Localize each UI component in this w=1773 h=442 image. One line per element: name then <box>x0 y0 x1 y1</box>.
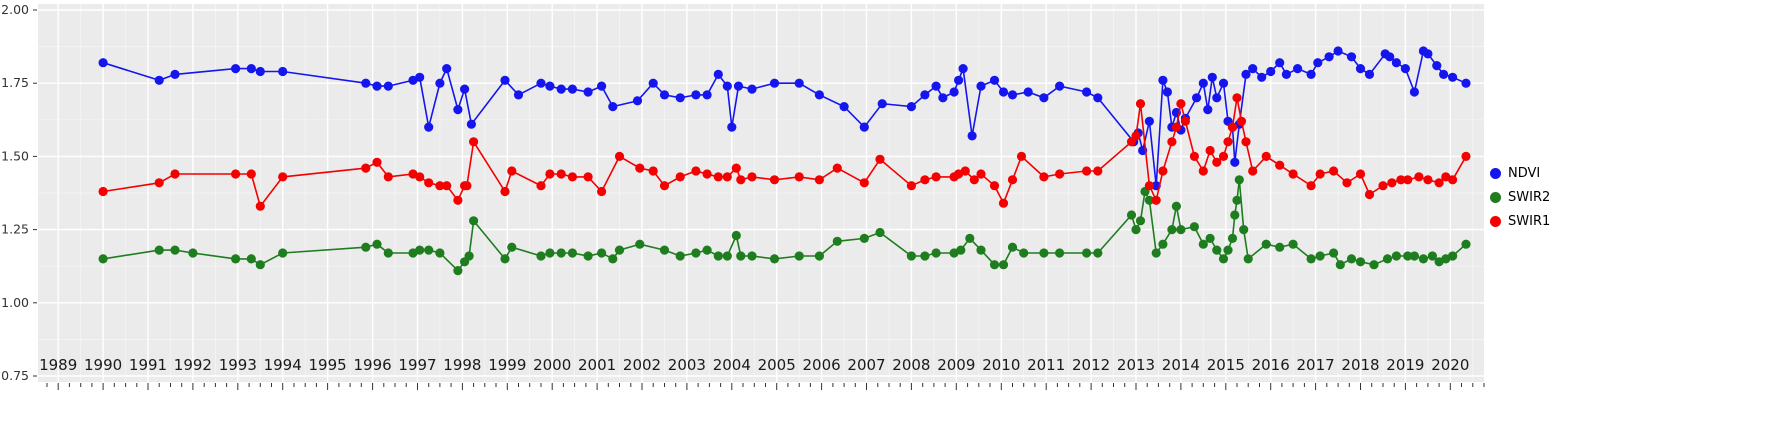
svg-text:2.00: 2.00 <box>1 2 29 17</box>
x-axis-labels: 1989 1990 1991 1992 1993 1994 1995 1996 1997 1998… <box>39 356 1469 374</box>
svg-text:1996: 1996 <box>354 356 392 374</box>
svg-text:2007: 2007 <box>847 356 885 374</box>
svg-text:2005: 2005 <box>758 356 796 374</box>
svg-text:2006: 2006 <box>803 356 841 374</box>
x-axis-ticks <box>46 383 1485 390</box>
grid-major <box>38 4 1484 382</box>
svg-text:1.75: 1.75 <box>1 75 29 90</box>
svg-text:1998: 1998 <box>443 356 481 374</box>
svg-text:2003: 2003 <box>668 356 706 374</box>
legend: NDVI SWIR2 SWIR1 <box>1490 166 1550 229</box>
legend-label-ndvi: NDVI <box>1508 166 1541 181</box>
svg-text:2008: 2008 <box>892 356 930 374</box>
svg-text:2018: 2018 <box>1341 356 1379 374</box>
svg-text:2017: 2017 <box>1297 356 1335 374</box>
svg-text:1992: 1992 <box>174 356 212 374</box>
svg-text:2001: 2001 <box>578 356 616 374</box>
svg-text:2019: 2019 <box>1386 356 1424 374</box>
ndvi-series-dot-icon <box>1490 168 1501 179</box>
series-swir1 <box>98 93 1471 211</box>
legend-label-swir2: SWIR2 <box>1508 190 1551 205</box>
grid-minor <box>38 4 1484 382</box>
swir1-series-dot-icon <box>1490 216 1501 227</box>
svg-text:0.75: 0.75 <box>1 368 29 383</box>
svg-text:2013: 2013 <box>1117 356 1155 374</box>
svg-text:1999: 1999 <box>488 356 526 374</box>
svg-text:1993: 1993 <box>219 356 257 374</box>
svg-text:2010: 2010 <box>982 356 1020 374</box>
svg-text:1.00: 1.00 <box>1 295 29 310</box>
svg-text:1990: 1990 <box>84 356 122 374</box>
legend-label-swir1: SWIR1 <box>1508 214 1551 229</box>
svg-text:2004: 2004 <box>713 356 751 374</box>
svg-text:2011: 2011 <box>1027 356 1065 374</box>
svg-text:2015: 2015 <box>1207 356 1245 374</box>
svg-text:2016: 2016 <box>1252 356 1290 374</box>
legend-item-ndvi: NDVI <box>1490 166 1550 181</box>
svg-text:1989: 1989 <box>39 356 77 374</box>
legend-item-swir2: SWIR2 <box>1490 190 1550 205</box>
svg-text:1.50: 1.50 <box>1 148 29 163</box>
legend-item-swir1: SWIR1 <box>1490 214 1550 229</box>
svg-text:1994: 1994 <box>264 356 302 374</box>
svg-text:2014: 2014 <box>1162 356 1200 374</box>
y-axis-ticks <box>33 9 37 377</box>
svg-text:1.25: 1.25 <box>1 222 29 237</box>
svg-text:2012: 2012 <box>1072 356 1110 374</box>
svg-text:2002: 2002 <box>623 356 661 374</box>
y-axis-labels: 2.00 1.75 1.50 1.25 1.00 0.75 <box>1 2 29 383</box>
svg-text:1995: 1995 <box>309 356 347 374</box>
svg-text:1991: 1991 <box>129 356 167 374</box>
series-swir2 <box>98 175 1471 276</box>
svg-text:2020: 2020 <box>1431 356 1469 374</box>
svg-text:1997: 1997 <box>398 356 436 374</box>
svg-text:2000: 2000 <box>533 356 571 374</box>
swir2-series-dot-icon <box>1490 192 1501 203</box>
svg-text:2009: 2009 <box>937 356 975 374</box>
